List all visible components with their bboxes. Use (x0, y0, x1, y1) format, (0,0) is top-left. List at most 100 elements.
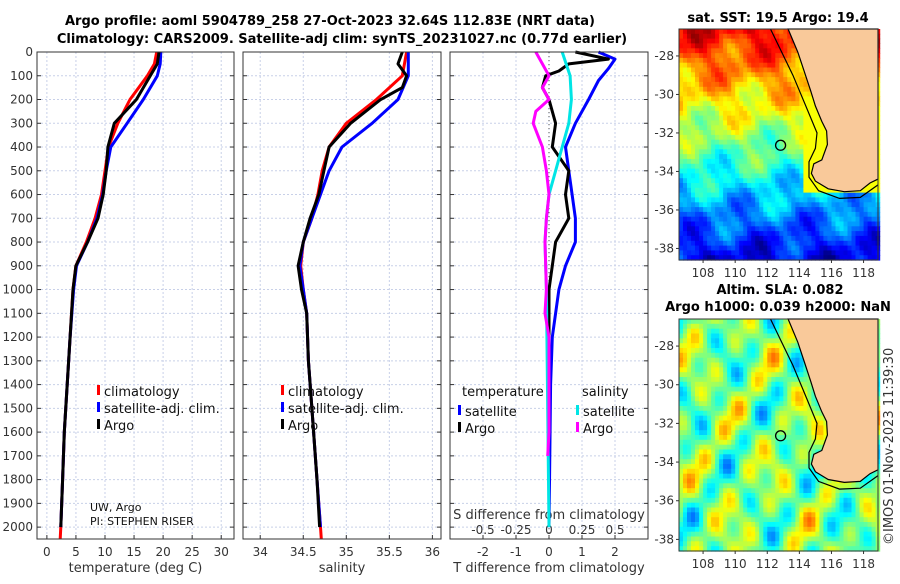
map-cell (799, 527, 804, 532)
map-cell (703, 154, 708, 159)
map-cell (727, 372, 732, 377)
map-cell (707, 236, 712, 241)
map-cell (787, 363, 792, 368)
map-cell (683, 367, 688, 372)
map-cell (819, 430, 824, 435)
map-cell (795, 106, 800, 111)
map-cell (779, 183, 784, 188)
map-cell (727, 173, 732, 178)
map-cell (791, 246, 796, 251)
map-cell (856, 236, 861, 241)
map-cell (727, 498, 732, 503)
map-cell (799, 149, 804, 154)
map-cell (751, 116, 756, 121)
map-cell (787, 522, 792, 527)
map-cell (679, 159, 684, 164)
map-cell (691, 377, 696, 382)
map-cell (783, 464, 788, 469)
map-cell (743, 430, 748, 435)
map-cell (735, 149, 740, 154)
map-cell (755, 396, 760, 401)
map-cell (743, 82, 748, 87)
map-cell (747, 493, 752, 498)
map-cell (811, 212, 816, 217)
map-cell (751, 382, 756, 387)
map-cell (787, 106, 792, 111)
map-cell (783, 363, 788, 368)
map-cell (691, 231, 696, 236)
map-cell (791, 474, 796, 479)
map-cell (727, 111, 732, 116)
map-cell (747, 503, 752, 508)
map-cell (723, 222, 728, 227)
map-cell (711, 479, 716, 484)
map-cell (735, 343, 740, 348)
map-cell (695, 241, 700, 246)
map-cell (703, 488, 708, 493)
map-cell (771, 111, 776, 116)
map-cell (703, 116, 708, 121)
map-cell (719, 319, 724, 324)
map-cell (731, 483, 736, 488)
map-cell (803, 130, 808, 135)
map-cell (747, 246, 752, 251)
map-cell (739, 48, 744, 53)
map-cell (707, 222, 712, 227)
map-cell (719, 246, 724, 251)
map-cell (711, 68, 716, 73)
map-cell (747, 343, 752, 348)
map-cell (723, 493, 728, 498)
map-cell (811, 246, 816, 251)
map-cell (795, 183, 800, 188)
map-cell (807, 207, 812, 212)
map-cell (844, 226, 849, 231)
map-cell (827, 527, 832, 532)
map-cell (811, 236, 816, 241)
map-cell (763, 498, 768, 503)
map-cell (699, 241, 704, 246)
map-cell (719, 367, 724, 372)
map-cell (787, 72, 792, 77)
map-cell (852, 250, 857, 255)
map-cell (807, 541, 812, 546)
map-cell (743, 483, 748, 488)
map-cell (775, 459, 780, 464)
map-cell (799, 483, 804, 488)
map-cell (695, 39, 700, 44)
map-cell (779, 217, 784, 222)
map-cell (755, 411, 760, 416)
map-cell (695, 250, 700, 255)
map-cell (679, 226, 684, 231)
map-cell (775, 183, 780, 188)
map-cell (735, 503, 740, 508)
map-cell (723, 77, 728, 82)
map-cell (751, 338, 756, 343)
map-cell (775, 169, 780, 174)
map-cell (759, 241, 764, 246)
map-cell (783, 96, 788, 101)
map-cell (683, 329, 688, 334)
map-cell (807, 392, 812, 397)
map-cell (759, 454, 764, 459)
map-cell (695, 183, 700, 188)
map-cell (823, 202, 828, 207)
map-cell (739, 207, 744, 212)
map-cell (763, 430, 768, 435)
map-cell (779, 387, 784, 392)
map-cell (727, 236, 732, 241)
map-cell (799, 135, 804, 140)
map-cell (707, 334, 712, 339)
legend-swatch (97, 419, 100, 429)
map-cell (755, 140, 760, 145)
map-cell (707, 324, 712, 329)
map-cell (803, 197, 808, 202)
map-cell (840, 508, 845, 513)
map-cell (819, 236, 824, 241)
map-cell (771, 396, 776, 401)
map-cell (703, 236, 708, 241)
map-cell (707, 120, 712, 125)
map-cell (707, 212, 712, 217)
map-cell (735, 246, 740, 251)
map-cell (787, 474, 792, 479)
map-cell (723, 130, 728, 135)
